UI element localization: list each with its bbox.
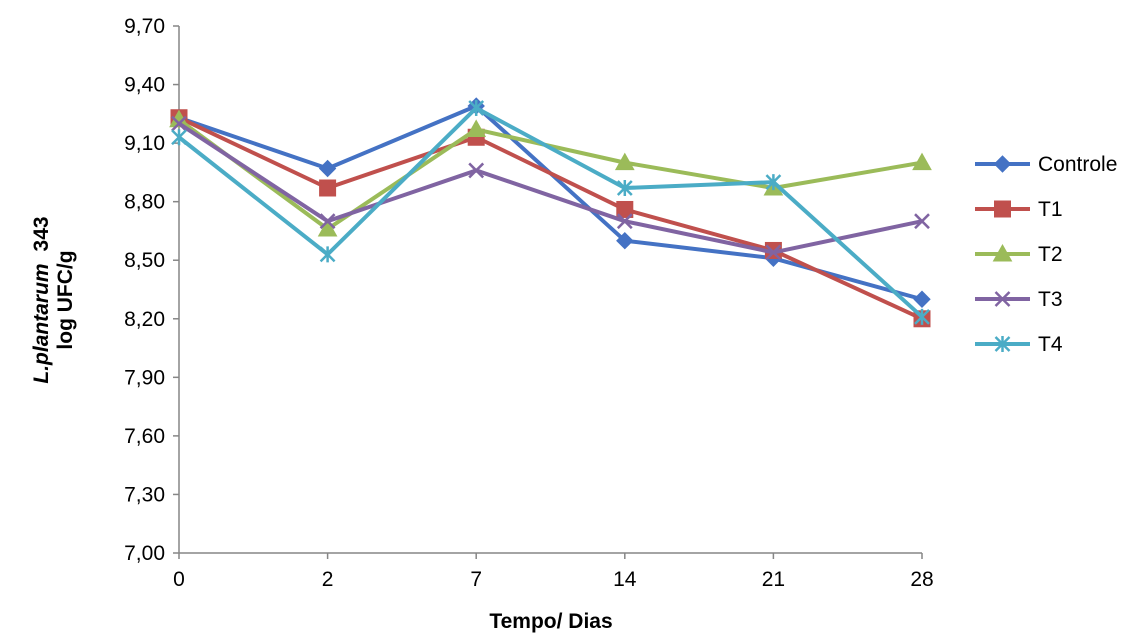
x-tick-label: 2: [322, 568, 334, 591]
y-tick-label: 8,20: [124, 308, 165, 331]
y-axis-title: L.plantarum 343: [30, 216, 53, 383]
data-point: [914, 213, 930, 230]
legend-marker: [994, 291, 1011, 307]
data-point: [616, 213, 633, 230]
legend-item-t2: T2: [975, 243, 1063, 266]
y-tick-label: 7,00: [124, 542, 165, 565]
data-point: [765, 174, 782, 191]
data-point: [468, 99, 485, 116]
series-controle: [170, 97, 931, 308]
legend-marker: [994, 200, 1011, 218]
y-tick-label: 8,50: [124, 249, 165, 272]
y-tick-label: 9,10: [124, 132, 165, 155]
data-point: [319, 179, 337, 197]
data-point: [171, 115, 187, 132]
data-point: [616, 231, 634, 250]
y-axis-title-strain: 343: [30, 216, 53, 251]
data-point: [913, 290, 931, 308]
axes: 7,00 7,30 7,60 7,90 8,20 8,50 8,80 9,10 9,40 9,70…: [124, 15, 934, 591]
legend-marker: [993, 155, 1012, 173]
x-tick-label: 21: [762, 568, 785, 591]
data-point: [466, 119, 487, 137]
y-tick-label: 7,60: [124, 425, 165, 448]
legend-item-t1: T1: [975, 198, 1063, 221]
y-axis-title-unit: log UFC/g: [54, 250, 77, 349]
y-tick-label: 9,70: [124, 15, 165, 38]
legend-label: T2: [1038, 243, 1063, 266]
data-point: [912, 152, 932, 171]
legend-label: T1: [1038, 198, 1063, 221]
legend: Controle T1 T2 T3 T4: [975, 153, 1117, 356]
x-tick-label: 7: [470, 568, 482, 591]
y-tick-label: 7,90: [124, 366, 165, 389]
x-tick-label: 0: [173, 568, 185, 591]
series-lines: [169, 97, 932, 328]
data-point: [616, 180, 633, 197]
series-t3: [171, 115, 930, 261]
data-point: [319, 213, 336, 230]
legend-item-t4: T4: [975, 333, 1063, 356]
legend-item-t3: T3: [975, 288, 1063, 311]
legend-item-controle: Controle: [975, 153, 1117, 176]
y-tick-label: 9,40: [124, 74, 165, 97]
series-t4: [171, 99, 930, 325]
x-tick-label: 28: [910, 568, 933, 591]
series-line: [178, 115, 923, 321]
data-point: [171, 129, 187, 146]
series-line: [177, 121, 923, 255]
data-point: [319, 246, 336, 263]
x-axis-title: Tempo/ Dias: [489, 610, 612, 633]
legend-marker: [994, 336, 1011, 352]
legend-marker: [992, 243, 1013, 262]
legend-label: T4: [1038, 333, 1063, 356]
legend-label: T3: [1038, 288, 1063, 311]
data-point: [765, 244, 782, 261]
data-point: [468, 162, 485, 179]
data-point: [914, 308, 930, 325]
data-point: [616, 200, 634, 218]
data-point: [318, 159, 337, 178]
y-tick-label: 7,30: [124, 483, 165, 506]
y-axis-title-species: L.plantarum: [30, 263, 53, 383]
legend-label: Controle: [1038, 153, 1117, 176]
y-tick-label: 8,80: [124, 191, 165, 214]
data-point: [317, 218, 338, 237]
series-line: [177, 105, 924, 319]
data-point: [614, 152, 635, 171]
x-tick-label: 14: [613, 568, 637, 591]
